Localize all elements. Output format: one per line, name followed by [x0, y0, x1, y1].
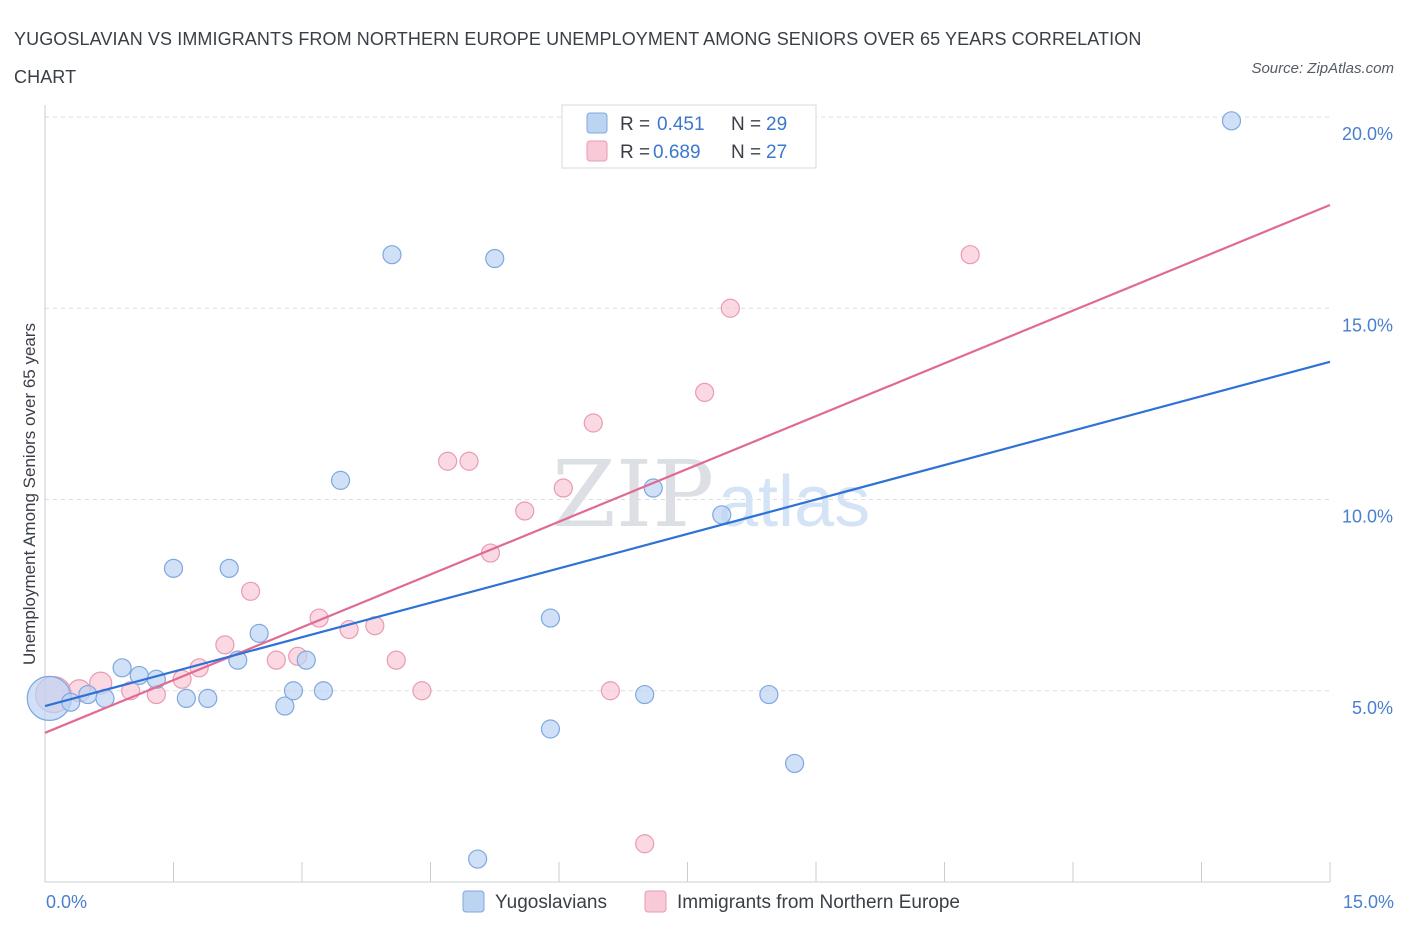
stats-legend-r-value: 0.689	[653, 142, 701, 163]
watermark-atlas: atlas	[718, 462, 870, 542]
y-axis-label: Unemployment Among Seniors over 65 years	[20, 323, 39, 665]
stats-legend-r-value: 0.451	[657, 114, 705, 135]
data-point-immigrants	[438, 451, 458, 471]
stats-legend: R = 0.451 N = 29 R = 0.689 N = 27	[561, 104, 817, 169]
series-legend: Yugoslavians Immigrants from Northern Eu…	[462, 890, 960, 913]
series-legend-label-yugoslavians: Yugoslavians	[495, 892, 607, 913]
source-label: Source: ZipAtlas.com	[1251, 60, 1394, 77]
trend-lines	[44, 203, 1331, 734]
series-yugoslavians	[26, 111, 1242, 869]
data-point-yugoslavian	[313, 681, 334, 701]
data-point-yugoslavian	[198, 688, 218, 709]
data-point-yugoslavian	[382, 245, 402, 265]
x-tick-label-max: 15.0%	[1343, 892, 1394, 912]
series-legend-swatch-immigrants	[644, 890, 667, 913]
series-immigrants-northern-europe	[34, 245, 980, 854]
trend-line-immigrants	[44, 203, 1331, 734]
data-point-yugoslavian	[643, 478, 663, 498]
data-point-immigrants	[215, 635, 235, 655]
x-ticks	[44, 862, 1331, 882]
stats-legend-r-label: R =	[620, 142, 650, 163]
stats-legend-swatch-blue	[586, 112, 608, 134]
y-tick-label: 15.0%	[1342, 315, 1393, 335]
data-point-immigrants	[459, 451, 479, 471]
stats-legend-swatch-pink	[586, 140, 608, 162]
data-point-yugoslavian	[468, 849, 488, 869]
y-tick-label: 20.0%	[1342, 124, 1393, 144]
series-legend-label-immigrants: Immigrants from Northern Europe	[677, 892, 960, 913]
data-point-immigrants	[583, 413, 603, 433]
data-point-yugoslavian	[112, 658, 132, 678]
y-tick-labels: 5.0% 10.0% 15.0% 20.0%	[1342, 124, 1393, 718]
data-point-yugoslavian	[540, 608, 561, 628]
trend-line-yugoslavians	[44, 360, 1331, 708]
stats-legend-n-value: 27	[766, 142, 787, 163]
data-point-yugoslavian	[330, 470, 351, 490]
data-point-yugoslavian	[759, 684, 779, 705]
watermark-zip: ZIP	[552, 441, 714, 548]
data-point-immigrants	[553, 478, 573, 498]
data-point-immigrants	[266, 650, 286, 670]
data-point-yugoslavian	[219, 558, 239, 578]
y-tick-label: 10.0%	[1342, 507, 1393, 527]
chart-title: YUGOSLAVIAN VS IMMIGRANTS FROM NORTHERN …	[14, 29, 1142, 87]
data-point-immigrants	[241, 581, 261, 601]
watermark: ZIP atlas	[552, 441, 870, 548]
series-legend-swatch-yugoslavians	[462, 890, 485, 913]
data-point-yugoslavian	[540, 719, 561, 739]
data-point-yugoslavian	[296, 650, 316, 670]
data-point-yugoslavian	[275, 696, 295, 716]
data-point-immigrants	[386, 650, 406, 670]
data-point-yugoslavian	[485, 248, 505, 269]
stats-legend-n-value: 29	[766, 114, 787, 135]
stats-legend-n-label: N =	[731, 114, 761, 135]
data-point-yugoslavian	[176, 688, 196, 709]
stats-legend-n-label: N =	[731, 142, 761, 163]
data-point-yugoslavian	[283, 681, 304, 701]
data-point-immigrants	[600, 681, 621, 701]
data-point-immigrants	[635, 834, 655, 854]
data-point-yugoslavian	[163, 558, 184, 578]
data-point-immigrants	[960, 245, 980, 265]
data-point-yugoslavian	[712, 505, 732, 525]
gridlines	[45, 116, 1330, 692]
x-tick-label-min: 0.0%	[46, 892, 87, 912]
data-point-yugoslavian	[61, 692, 81, 712]
data-point-yugoslavian	[635, 684, 655, 705]
data-point-immigrants	[515, 501, 535, 521]
data-point-yugoslavian	[1221, 111, 1242, 131]
data-point-immigrants	[412, 681, 432, 701]
y-tick-label: 5.0%	[1352, 698, 1393, 718]
data-point-yugoslavian	[784, 753, 805, 774]
data-point-yugoslavian	[249, 623, 269, 643]
stats-legend-r-label: R =	[620, 114, 650, 135]
data-point-immigrants	[695, 382, 715, 402]
data-point-immigrants	[720, 298, 740, 318]
